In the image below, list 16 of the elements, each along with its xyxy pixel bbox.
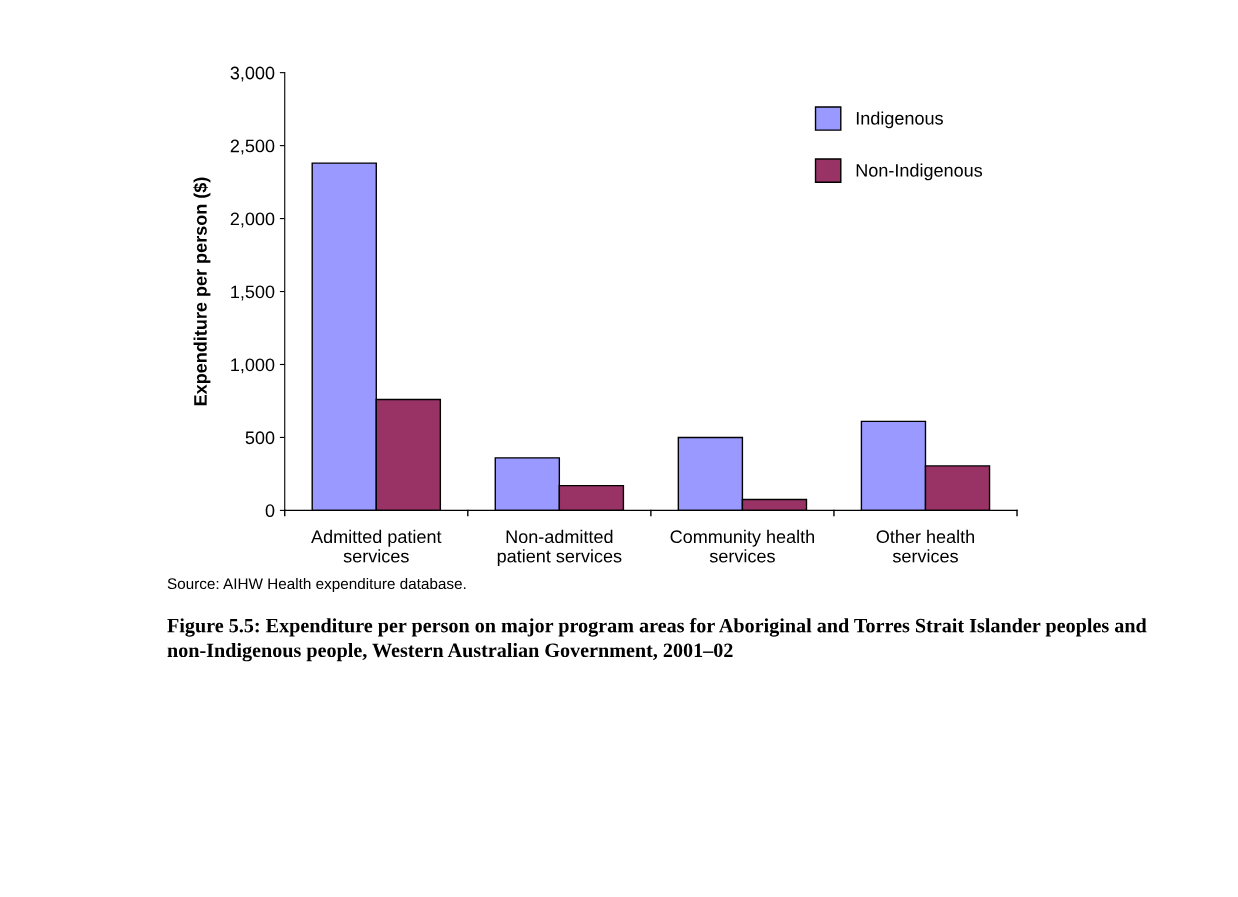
- y-tick-label: 2,500: [230, 139, 275, 155]
- y-axis-title: Expenditure per person ($): [193, 177, 211, 406]
- y-tick-label: 0: [265, 504, 275, 518]
- text: Figure 5.5: Expenditure per person on major program areas for Aboriginal and Torres Strait Islander peoples and non-Indigenous people, Western Australian Government, 2001–02: [167, 618, 1147, 662]
- x-tick-label: Community health services: [670, 529, 814, 563]
- legend-label: Non-Indigenous: [856, 163, 983, 181]
- legend-label: Indigenous: [856, 111, 943, 129]
- y-tick-label: 3,000: [230, 66, 275, 82]
- x-tick-label: Non-admitted patient services: [497, 529, 622, 567]
- y-tick-label: 1,500: [231, 285, 275, 301]
- x-tick-label: Admitted patient services: [311, 529, 442, 563]
- y-tick-label: 1,000: [231, 358, 275, 374]
- x-tick-label: Other health services: [876, 529, 974, 563]
- y-tick-label: 500: [245, 431, 275, 445]
- y-tick-label: 2,000: [230, 212, 275, 228]
- source-note: Source: AIHW Health expenditure database.: [167, 577, 466, 593]
